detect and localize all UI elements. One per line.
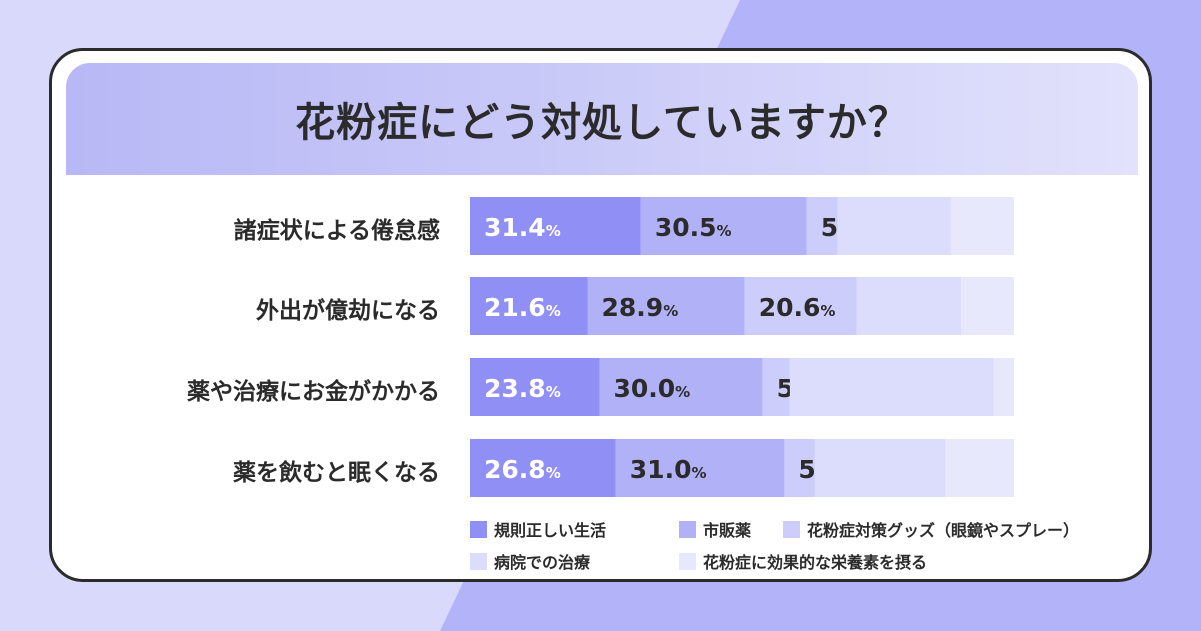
bar-segment [470,277,588,335]
chart-title: 花粉症にどう対処していますか？ [295,100,909,146]
legend-label: 規則正しい生活 [494,521,607,540]
data-label: 20.6% [759,293,836,322]
data-label: 21.6% [484,293,561,322]
bar-segment [784,439,815,497]
legend-item: 市販薬 [679,517,751,541]
bar-segment [470,439,616,497]
bar-segment [806,197,838,255]
data-label: 31.4% [484,213,561,242]
legend-item: 花粉症対策グッズ（眼鏡やスプレー） [783,517,1079,541]
legend-label: 病院での治療 [494,553,591,572]
legend-item: 規則正しい生活 [470,517,606,541]
legend-label: 花粉症に効果的な栄養素を摂る [703,553,928,572]
category-label: 外出が億劫になる [256,298,440,324]
bar-segment [950,197,1014,255]
bar-segment [470,358,600,416]
legend-swatch [679,552,696,570]
bar-segment [587,277,745,335]
legend-swatch [679,520,696,538]
chart-card: 花粉症にどう対処していますか？ 諸症状による倦怠感外出が億劫になる薬や治療にお金… [49,48,1152,582]
data-label: 28.9% [602,293,679,322]
category-label: 薬や治療にお金がかかる [187,379,440,405]
bar-segment [762,358,790,416]
bar-segment [961,277,1014,335]
category-label: 薬を飲むと眠くなる [233,460,440,486]
legend-label: 市販薬 [703,521,752,540]
data-label: 26.8% [484,455,561,484]
bar-segment [744,277,857,335]
bar-segment [814,439,946,497]
data-label: 30.0% [613,374,690,403]
legend-item: 病院での治療 [470,549,590,573]
legend-swatch [470,520,487,538]
data-label: 30.5% [655,213,732,242]
bar-segment [993,358,1014,416]
bar-segment [837,197,951,255]
legend-swatch [783,520,800,538]
legend-swatch [470,552,487,570]
bar-segment [789,358,994,416]
data-label: 31.0% [630,455,707,484]
bar-segment [856,277,962,335]
stacked-bar-chart: 31.4%30.5%5.7%21.6%28.9%20.6%23.8%30.0%5… [470,197,1014,497]
bar-segment [599,358,763,416]
title-band: 花粉症にどう対処していますか？ [66,63,1138,175]
data-label: 23.8% [484,374,561,403]
bar-segment [470,197,641,255]
bar-segment [945,439,1014,497]
legend-item: 花粉症に効果的な栄養素を摂る [679,549,927,573]
category-label: 諸症状による倦怠感 [233,218,440,244]
legend-label: 花粉症対策グッズ（眼鏡やスプレー） [807,521,1080,540]
bar-segment [640,197,807,255]
bar-segment [615,439,785,497]
